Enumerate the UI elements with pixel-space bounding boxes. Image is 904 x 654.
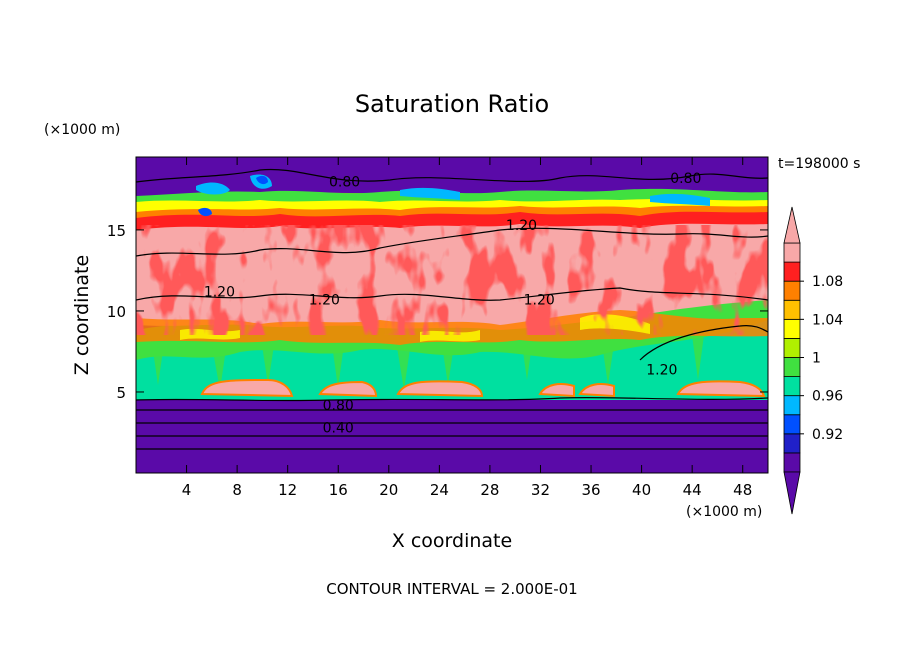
colorbar-box <box>783 395 801 416</box>
colorbar-box <box>783 338 801 358</box>
y-unit-label: (×1000 m) <box>44 122 120 138</box>
y-axis-ticks: 5 10 15 <box>107 222 768 402</box>
contour-1.20-lower <box>639 325 768 361</box>
x-axis-title: X coordinate <box>392 530 512 552</box>
colorbar-top-arrow <box>783 206 801 244</box>
colorbar-box <box>783 433 801 454</box>
contour-0.80-upper <box>136 168 768 183</box>
y-axis-title: Z coordinate <box>71 255 93 375</box>
contour-label: 0.80 <box>329 174 360 190</box>
colorbar-box <box>783 299 801 320</box>
footer-contour-interval: CONTOUR INTERVAL = 2.000E-01 <box>326 580 577 598</box>
y-tick-label: 5 <box>116 384 126 402</box>
cloud-patch <box>538 383 575 398</box>
colorbar-bottom-arrow <box>783 471 801 515</box>
cloud-patch <box>396 380 484 398</box>
colorbar-label: 1.08 <box>812 274 843 290</box>
contour-1.20-upper <box>136 227 768 257</box>
mixed-layer-teal <box>136 320 768 400</box>
colorbar-label: 1 <box>812 351 821 367</box>
y-tick-label: 10 <box>107 303 126 321</box>
x-unit-label: (×1000 m) <box>686 504 762 520</box>
plot-frame <box>135 156 769 474</box>
time-label: t=198000 s <box>778 156 860 172</box>
colorbar-box <box>783 452 801 473</box>
x-tick-label: 4 <box>182 481 192 499</box>
x-tick-label: 24 <box>430 481 449 499</box>
upper-band-blue <box>198 175 268 217</box>
colorbar-box <box>783 280 801 301</box>
colorbar-box <box>783 376 801 397</box>
x-axis-ticks: 4 8 12 16 20 24 28 32 36 40 44 48 <box>182 157 752 499</box>
contour-label: 0.80 <box>323 398 354 414</box>
contour-label: 1.20 <box>506 218 537 234</box>
y-tick-label: 15 <box>107 222 126 240</box>
colorbar-label: 0.92 <box>812 427 843 443</box>
x-tick-label: 12 <box>278 481 297 499</box>
supersaturated-speckles <box>136 225 768 335</box>
x-tick-label: 36 <box>581 481 600 499</box>
x-tick-label: 8 <box>232 481 242 499</box>
colorbar-box <box>783 242 801 263</box>
x-tick-label: 32 <box>531 481 550 499</box>
cloud-patch <box>578 383 615 398</box>
contour-label: 1.20 <box>309 293 340 309</box>
base-contour-line <box>136 396 768 402</box>
contour-label: 1.20 <box>204 285 235 301</box>
colorbar: 1.08 1.04 1 0.96 0.92 <box>783 206 843 515</box>
colorbar-box <box>783 261 801 282</box>
contour-labels: 0.80 0.80 1.20 1.20 1.20 1.20 1.20 0.80 0.40 <box>204 171 702 437</box>
x-tick-label: 40 <box>632 481 651 499</box>
contour-1.20-middle <box>136 287 768 301</box>
contour-label: 1.20 <box>524 293 555 309</box>
chart-title: Saturation Ratio <box>355 90 549 118</box>
x-tick-label: 20 <box>379 481 398 499</box>
x-tick-label: 44 <box>683 481 702 499</box>
cloud-patch <box>200 378 294 398</box>
colorbar-box <box>783 357 801 377</box>
colorbar-box <box>783 414 801 435</box>
cloud-patches <box>200 378 766 398</box>
contour-label: 0.40 <box>323 421 354 437</box>
x-tick-label: 16 <box>329 481 348 499</box>
colorbar-label: 1.04 <box>812 312 843 328</box>
cloud-patch <box>318 380 378 398</box>
contour-label: 1.20 <box>646 362 677 378</box>
contour-label: 0.80 <box>670 171 701 187</box>
cloud-patch <box>676 380 766 398</box>
x-tick-label: 28 <box>480 481 499 499</box>
plot-area: 0.80 0.80 1.20 1.20 1.20 1.20 1.20 0.80 0.40 <box>136 157 768 473</box>
colorbar-label: 0.96 <box>812 389 843 405</box>
colorbar-box <box>783 318 801 339</box>
x-tick-label: 48 <box>733 481 752 499</box>
